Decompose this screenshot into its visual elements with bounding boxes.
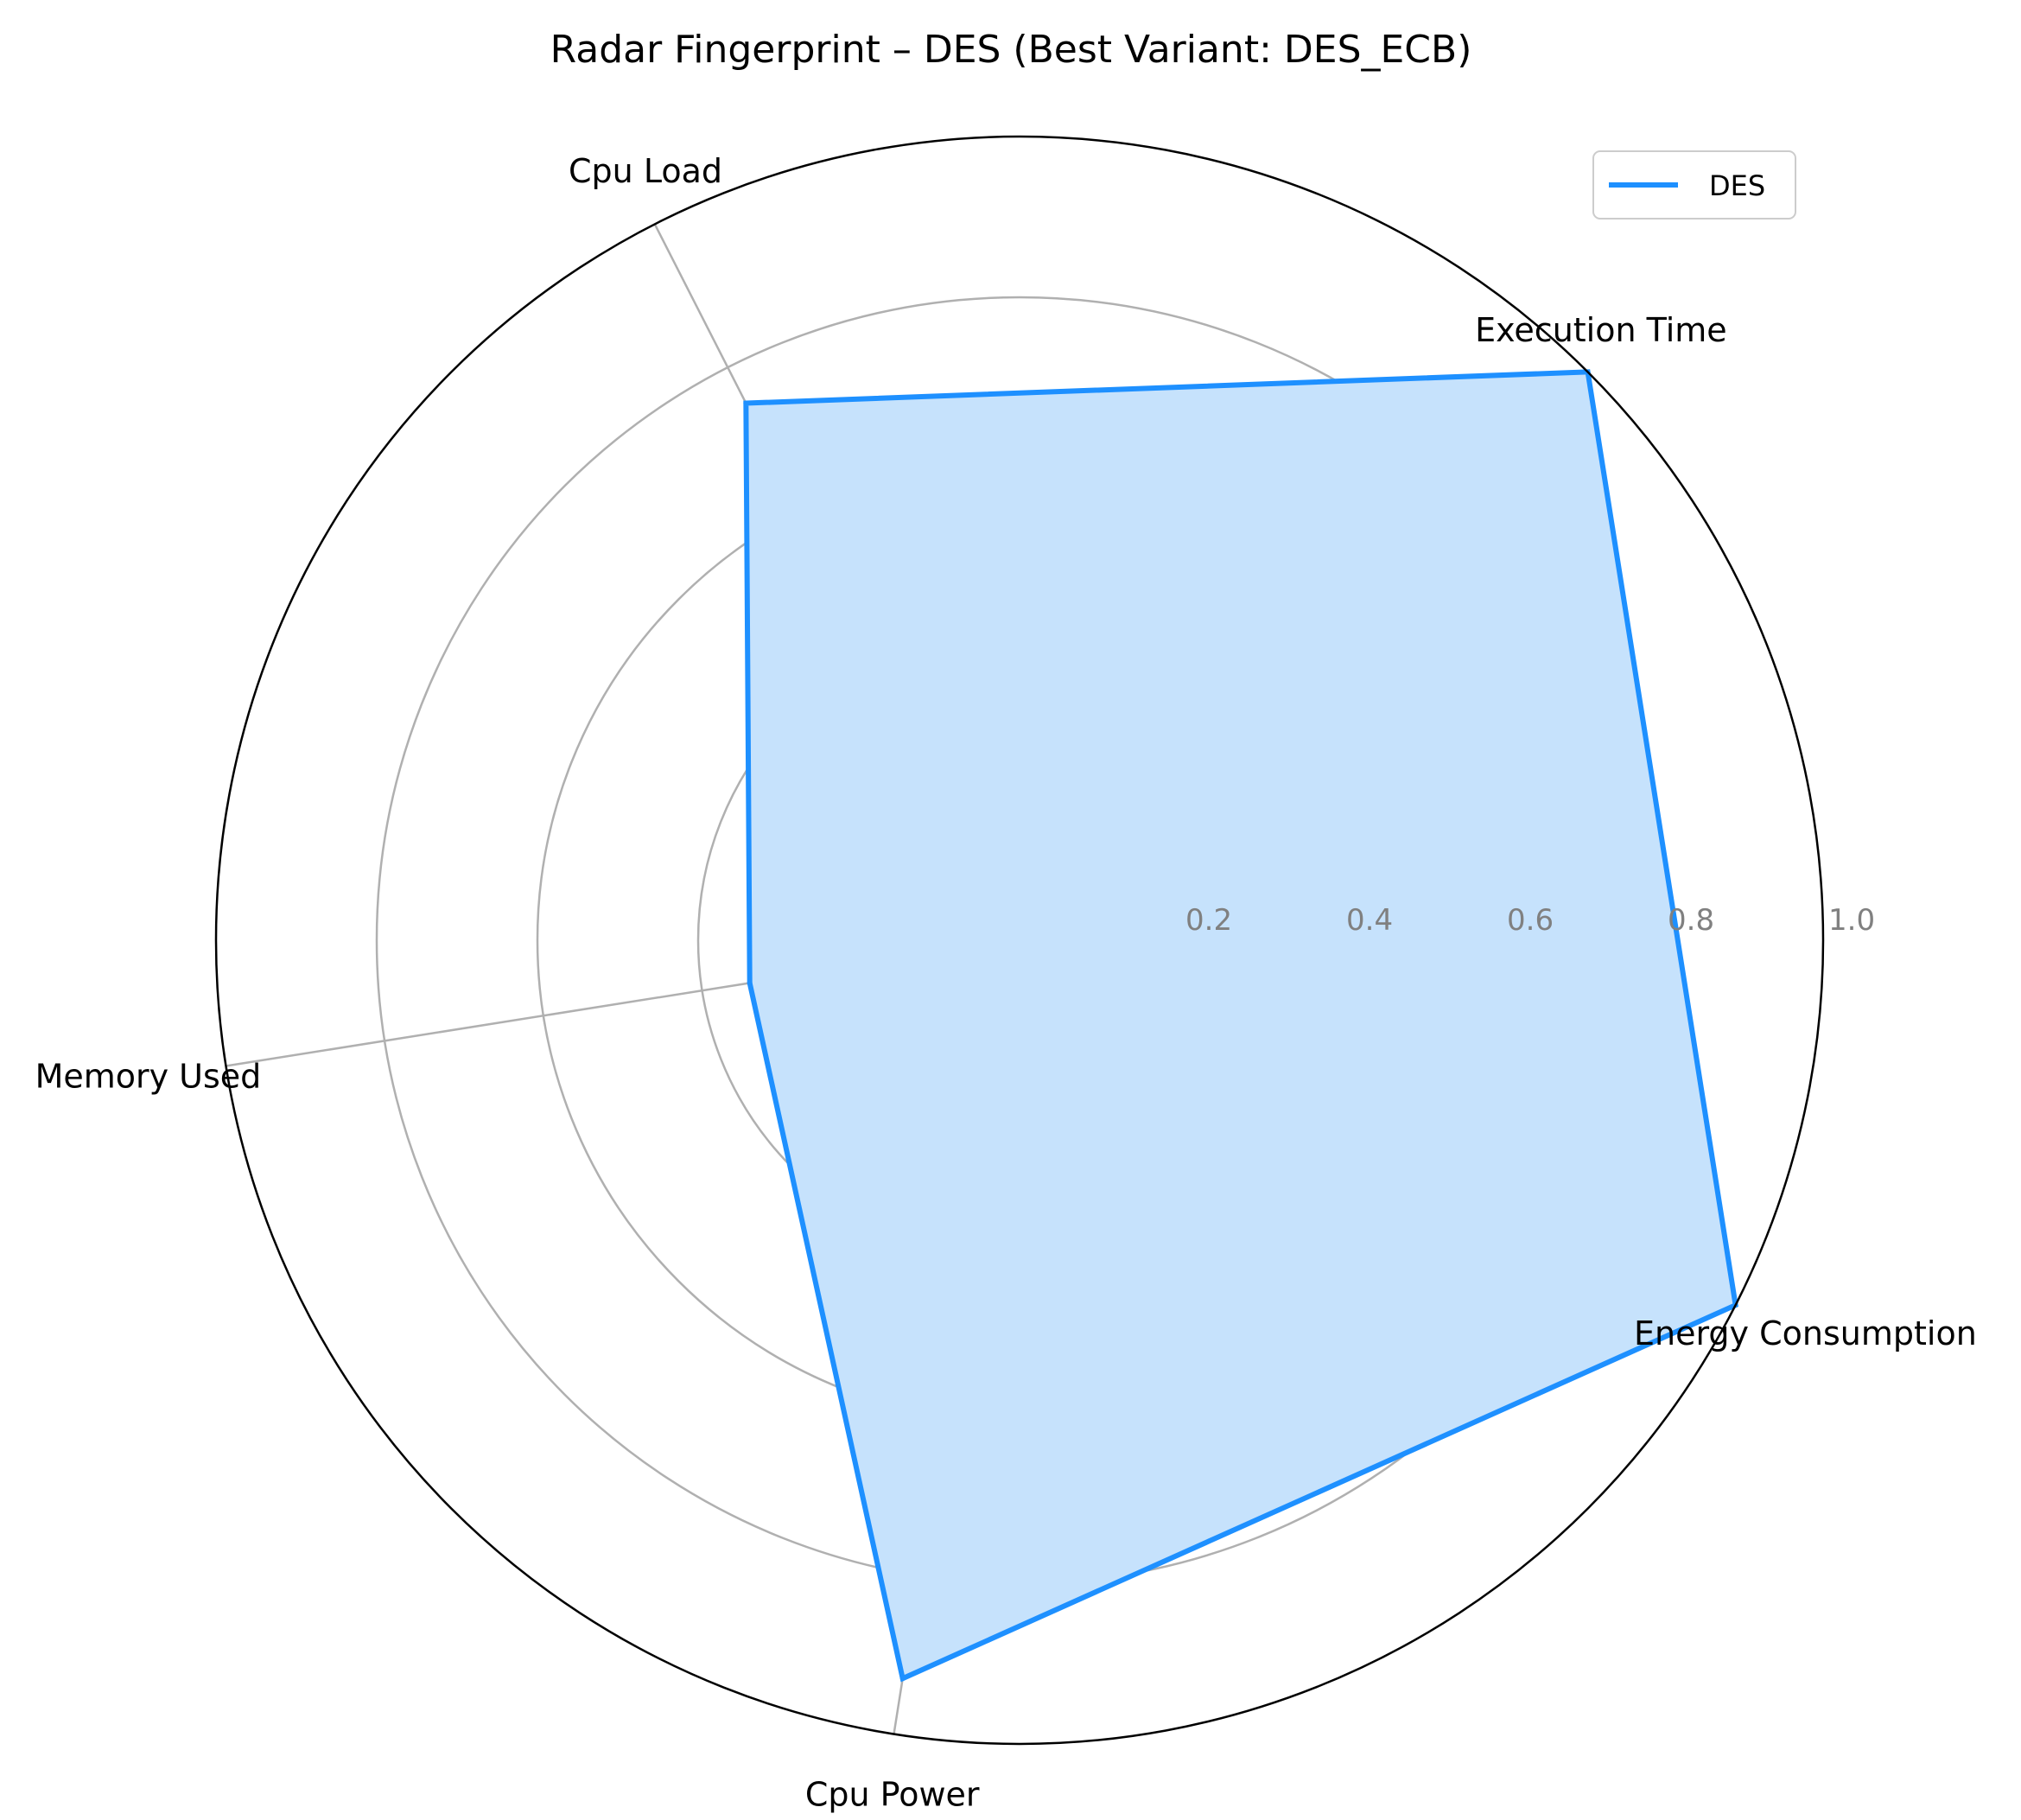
axis-label-1: Cpu Load (569, 152, 722, 190)
radial-tick-2: 0.6 (1507, 903, 1554, 938)
chart-title: Radar Fingerprint – DES (Best Variant: D… (550, 28, 1472, 72)
radial-tick-0: 0.2 (1185, 903, 1232, 938)
series-line-0 (743, 369, 1738, 1683)
data-point-0-2 (747, 980, 753, 986)
radial-tick-1: 0.4 (1346, 903, 1393, 938)
radial-tick-3: 0.8 (1668, 903, 1714, 938)
axis-label-4: Energy Consumption (1634, 1314, 1977, 1352)
outer-circle (214, 135, 1825, 1746)
series-layer (743, 369, 1738, 1683)
radial-tick-labels: 0.2 0.4 0.6 0.8 1.0 (1185, 903, 1875, 938)
legend-label-des: DES (1709, 169, 1765, 202)
outer-frame (214, 135, 1825, 1746)
axis-labels: Execution Time Cpu Load Memory Used Cpu Pow… (35, 152, 1977, 1814)
axis-label-0: Execution Time (1475, 311, 1727, 349)
data-point-0-3 (899, 1676, 906, 1682)
axis-label-3: Cpu Power (805, 1776, 980, 1814)
data-point-0-1 (743, 400, 749, 406)
legend-box (1592, 150, 1796, 220)
series-area-0 (746, 372, 1736, 1679)
radial-tick-4: 1.0 (1828, 903, 1875, 938)
axis-label-2: Memory Used (35, 1057, 262, 1095)
legend: DES (1592, 150, 1796, 220)
